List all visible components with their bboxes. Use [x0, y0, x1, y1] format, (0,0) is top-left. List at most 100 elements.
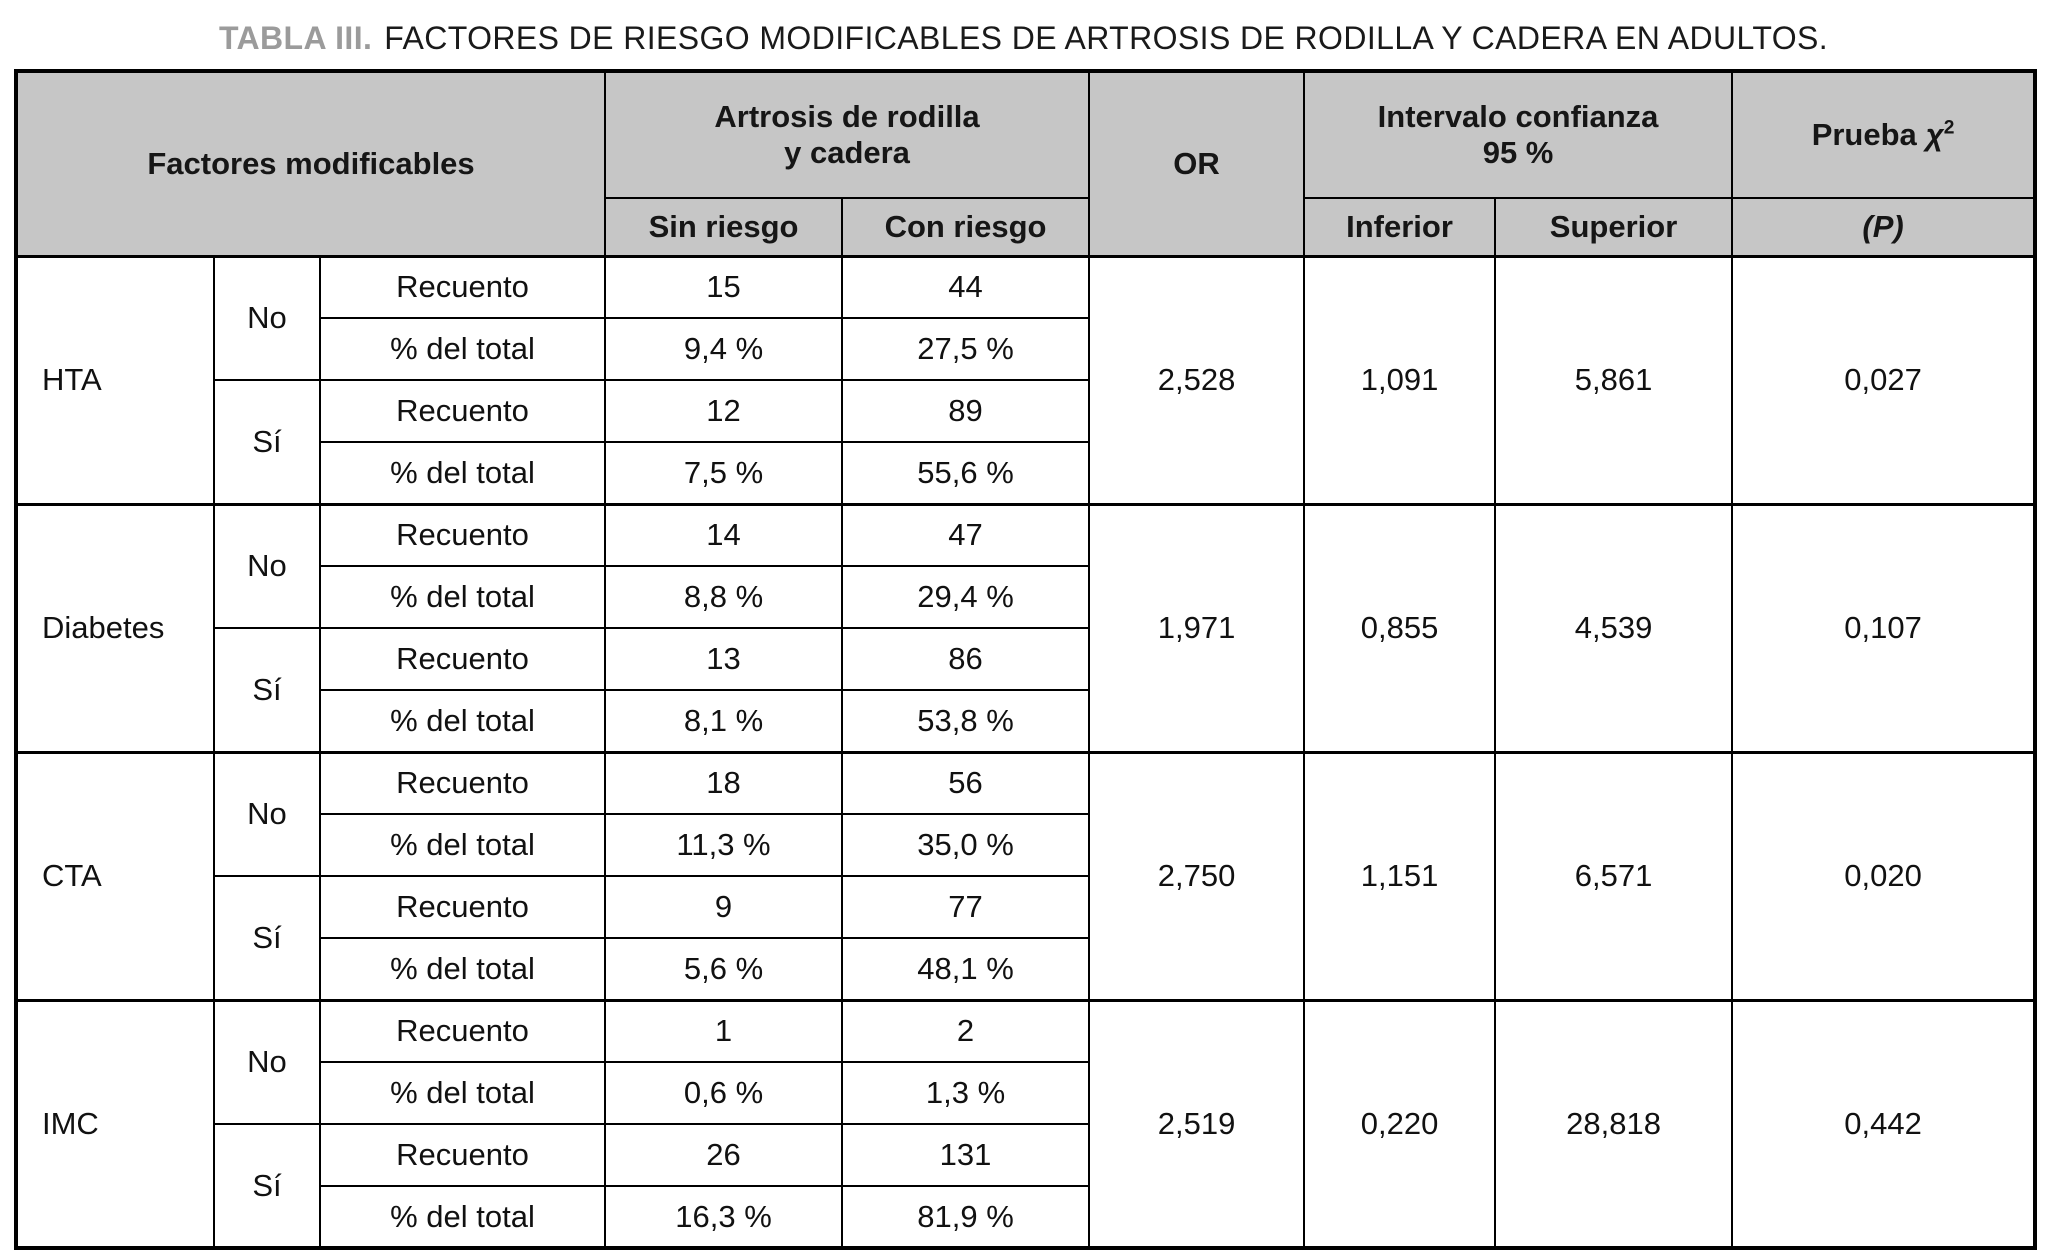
table-title-text: FACTORES DE RIESGO MODIFICABLES DE ARTRO…: [384, 20, 1829, 56]
table-row: % del total 7,5 % 55,6 %: [16, 441, 2035, 505]
value-cell: 44: [841, 254, 1091, 319]
value-cell: 7,5 %: [604, 441, 844, 505]
no-cell: No: [213, 254, 321, 381]
no-cell: No: [213, 998, 321, 1125]
value-cell: 11,3 %: [604, 813, 844, 877]
no-cell: No: [213, 502, 321, 629]
no-cell: No: [213, 750, 321, 877]
factor-cell: Diabetes: [15, 502, 215, 753]
table-row: Sí Recuento 12 89: [16, 379, 2035, 505]
or-cell: 2,750: [1088, 750, 1306, 1001]
ci-superior-cell: 4,539: [1494, 502, 1734, 753]
recuento-label: Recuento: [318, 1123, 607, 1187]
or-cell: 2,519: [1088, 998, 1306, 1249]
table-row: CTA No Recuento 18 56 2,750 1,151 6,571 …: [15, 750, 2037, 1001]
recuento-label: Recuento: [318, 379, 607, 443]
pct-label: % del total: [318, 689, 607, 753]
value-cell: 5,6 %: [604, 937, 844, 1001]
value-cell: 12: [604, 379, 844, 443]
value-cell: 9: [604, 875, 844, 939]
p-value-cell: 0,027: [1731, 254, 2037, 505]
value-cell: 9,4 %: [604, 317, 844, 381]
recuento-label: Recuento: [318, 627, 607, 691]
header-or: OR: [1088, 70, 1306, 257]
recuento-label: Recuento: [318, 875, 607, 939]
pct-label: % del total: [318, 441, 607, 505]
value-cell: 1: [604, 998, 844, 1063]
value-cell: 48,1 %: [841, 937, 1091, 1001]
pct-label: % del total: [318, 1061, 607, 1125]
value-cell: 35,0 %: [841, 813, 1091, 877]
value-cell: 15: [604, 254, 844, 319]
recuento-label: Recuento: [318, 502, 607, 567]
value-cell: 56: [841, 750, 1091, 815]
value-cell: 0,6 %: [604, 1061, 844, 1125]
table-row: Sí Recuento 9 77: [16, 875, 2035, 1001]
header-p-value: (P): [1731, 197, 2037, 257]
value-cell: 13: [604, 627, 844, 691]
pct-label: % del total: [318, 317, 607, 381]
ci-superior-cell: 6,571: [1494, 750, 1734, 1001]
ci-inferior-cell: 1,151: [1303, 750, 1497, 1001]
ci-superior-cell: 28,818: [1494, 998, 1734, 1249]
value-cell: 29,4 %: [841, 565, 1091, 629]
table-title: TABLA III. FACTORES DE RIESGO MODIFICABLE…: [0, 0, 2047, 57]
p-value-cell: 0,020: [1731, 750, 2037, 1001]
table-row: % del total 9,4 % 27,5 %: [16, 317, 2035, 381]
chi-symbol: χ: [1925, 117, 1944, 152]
header-row-1: Factores modificables Artrosis de rodill…: [14, 70, 2037, 257]
table-header: Factores modificables Artrosis de rodill…: [14, 70, 2037, 257]
table-row: % del total 11,3 % 35,0 %: [16, 813, 2035, 877]
value-cell: 77: [841, 875, 1091, 939]
value-cell: 14: [604, 502, 844, 567]
p-value-cell: 0,107: [1731, 502, 2037, 753]
value-cell: 18: [604, 750, 844, 815]
factor-cell: CTA: [15, 750, 215, 1001]
table-row: % del total 16,3 % 81,9 %: [16, 1185, 2035, 1249]
ci-inferior-cell: 1,091: [1303, 254, 1497, 505]
table-row: Diabetes No Recuento 14 47 1,971 0,855 4…: [15, 502, 2037, 753]
recuento-label: Recuento: [318, 254, 607, 319]
si-cell: Sí: [213, 875, 321, 1001]
si-cell: Sí: [213, 627, 321, 753]
table-row: IMC No Recuento 1 2 2,519 0,220 28,818 0…: [15, 998, 2037, 1249]
value-cell: 27,5 %: [841, 317, 1091, 381]
value-cell: 53,8 %: [841, 689, 1091, 753]
value-cell: 8,8 %: [604, 565, 844, 629]
factor-cell: HTA: [15, 254, 215, 505]
recuento-label: Recuento: [318, 750, 607, 815]
risk-factors-table: Factores modificables Artrosis de rodill…: [14, 69, 2038, 1250]
p-value-cell: 0,442: [1731, 998, 2037, 1249]
value-cell: 26: [604, 1123, 844, 1187]
si-cell: Sí: [213, 1123, 321, 1249]
pct-label: % del total: [318, 937, 607, 1001]
table-row: Sí Recuento 26 131: [16, 1123, 2035, 1249]
header-prueba-chi2: Prueba χ2: [1731, 70, 2037, 199]
value-cell: 131: [841, 1123, 1091, 1187]
header-artrosis-rodilla-cadera: Artrosis de rodilla y cadera: [604, 70, 1091, 199]
table-row: % del total 8,8 % 29,4 %: [16, 565, 2035, 629]
pct-label: % del total: [318, 1185, 607, 1249]
ci-superior-cell: 5,861: [1494, 254, 1734, 505]
value-cell: 16,3 %: [604, 1185, 844, 1249]
chi-exponent: 2: [1943, 117, 1955, 139]
value-cell: 55,6 %: [841, 441, 1091, 505]
table-title-label: TABLA III.: [218, 20, 373, 56]
pct-label: % del total: [318, 565, 607, 629]
table-row: HTA No Recuento 15 44 2,528 1,091 5,861 …: [15, 254, 2037, 505]
value-cell: 1,3 %: [841, 1061, 1091, 1125]
header-sin-riesgo: Sin riesgo: [604, 197, 844, 257]
header-inferior: Inferior: [1303, 197, 1497, 257]
value-cell: 2: [841, 998, 1091, 1063]
header-row-2: Sin riesgo Con riesgo Inferior Superior …: [16, 197, 2037, 257]
table-body: HTA No Recuento 15 44 2,528 1,091 5,861 …: [15, 254, 2037, 1249]
or-cell: 2,528: [1088, 254, 1306, 505]
table-row: % del total 8,1 % 53,8 %: [16, 689, 2035, 753]
value-cell: 81,9 %: [841, 1185, 1091, 1249]
value-cell: 86: [841, 627, 1091, 691]
ci-inferior-cell: 0,220: [1303, 998, 1497, 1249]
table-row: % del total 5,6 % 48,1 %: [16, 937, 2035, 1001]
si-cell: Sí: [213, 379, 321, 505]
prueba-label: Prueba: [1811, 117, 1917, 152]
recuento-label: Recuento: [318, 998, 607, 1063]
